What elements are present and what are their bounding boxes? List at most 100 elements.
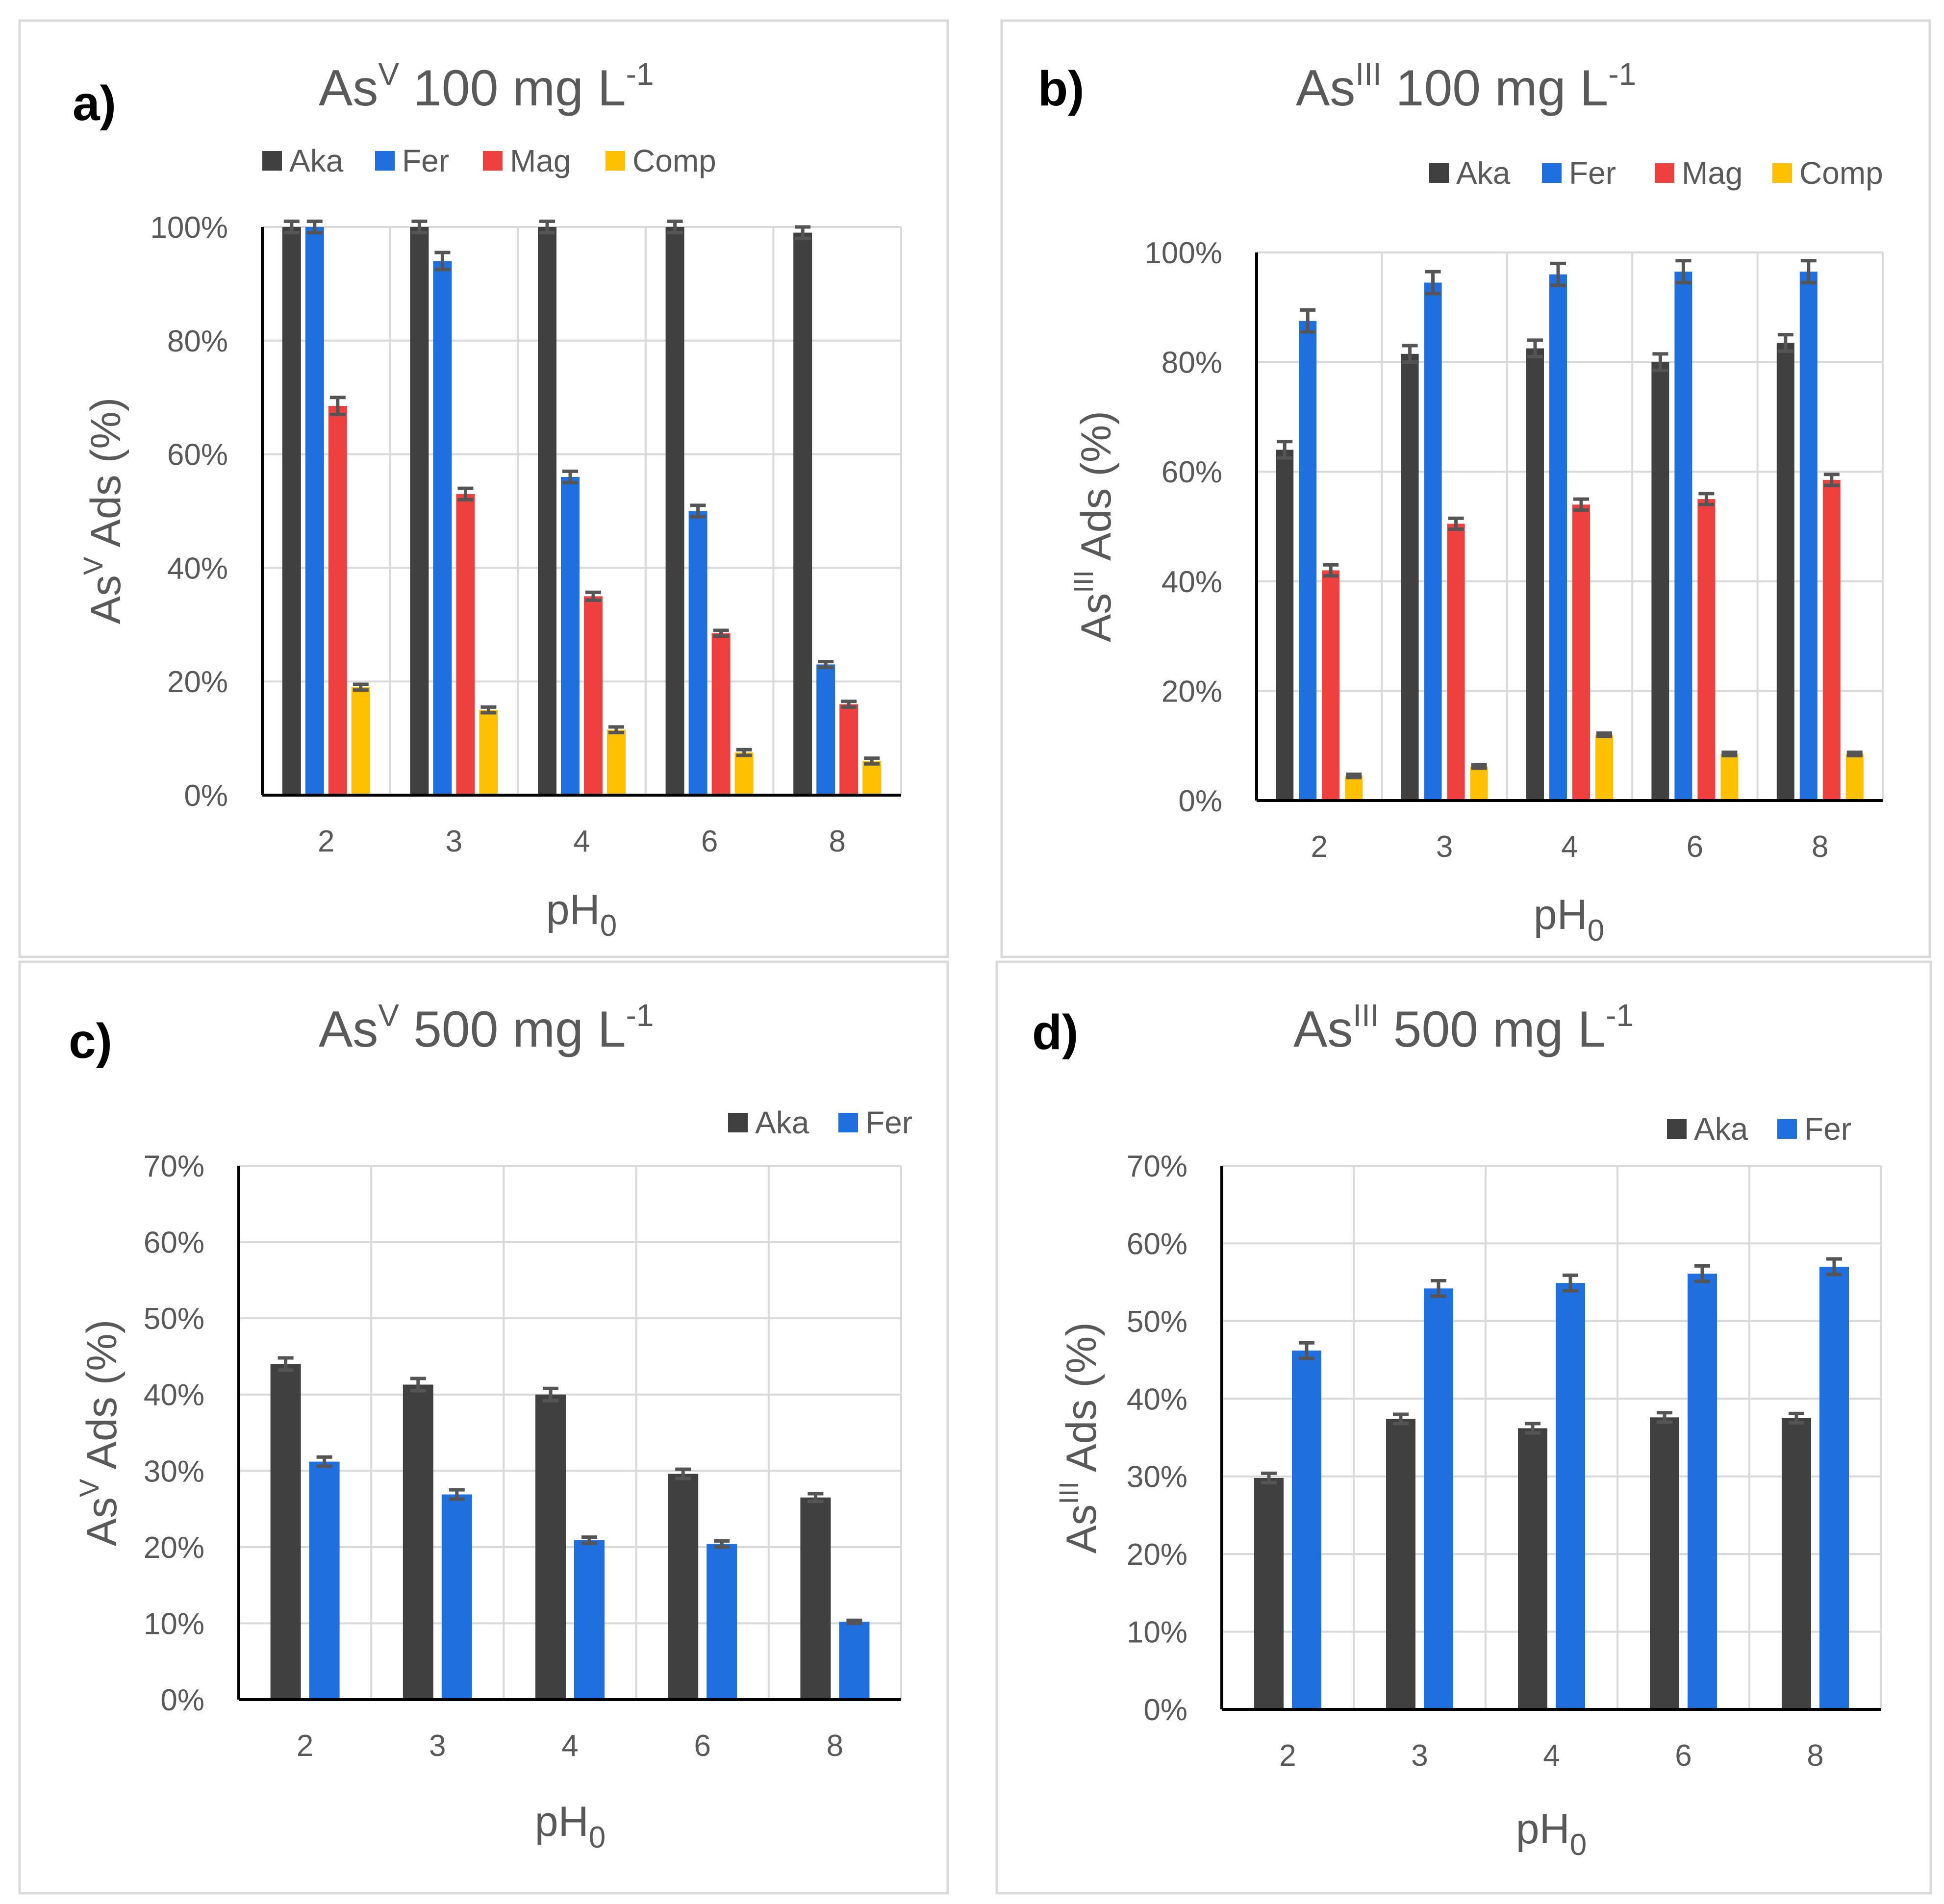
error-bar-fer-2 bbox=[316, 1455, 332, 1468]
bar-fer-8 bbox=[1799, 272, 1818, 801]
panel-d-frame bbox=[995, 960, 1932, 1895]
bar-fer-8 bbox=[1819, 1266, 1849, 1709]
y-tick-label: 100% bbox=[1144, 236, 1222, 270]
legend-label-fer: Fer bbox=[1569, 155, 1616, 191]
error-bar-aka-3 bbox=[1402, 344, 1418, 364]
error-bar-fer-2 bbox=[1299, 1341, 1314, 1360]
error-bar-mag-4 bbox=[1573, 497, 1589, 512]
error-bar-mag-4 bbox=[585, 590, 601, 602]
legend-label-aka: Aka bbox=[755, 1105, 809, 1140]
bar-comp-8 bbox=[1845, 753, 1864, 801]
y-tick-label: 80% bbox=[167, 325, 228, 358]
bar-aka-3 bbox=[403, 1384, 433, 1700]
error-bar-aka-4 bbox=[1527, 338, 1543, 358]
y-tick-label: 30% bbox=[1127, 1460, 1187, 1494]
error-bar-fer-3 bbox=[1425, 270, 1441, 296]
bar-mag-8 bbox=[1822, 479, 1841, 801]
y-tick-label: 40% bbox=[1161, 565, 1222, 599]
x-tick-label: 4 bbox=[561, 1729, 578, 1763]
y-tick-label: 50% bbox=[144, 1302, 204, 1336]
bar-fer-6 bbox=[707, 1544, 737, 1700]
error-bar-aka-2 bbox=[1261, 1471, 1277, 1484]
error-bar-aka-8 bbox=[795, 225, 811, 240]
plot-c: 0% 10% 20% 30% 40% 50% 60% 70% 2 3 4 6 8 AsV 500 mg L… bbox=[74, 998, 912, 1854]
bar-fer-3 bbox=[1424, 282, 1442, 801]
bar-fer-6 bbox=[1674, 272, 1692, 801]
bar-aka-8 bbox=[793, 232, 812, 796]
bar-fer-6 bbox=[1688, 1274, 1717, 1709]
y-tick-label: 20% bbox=[1127, 1538, 1187, 1572]
bar-comp-6 bbox=[734, 752, 754, 795]
error-bar-aka-6 bbox=[1652, 352, 1668, 372]
x-tick-label: 2 bbox=[318, 825, 334, 858]
bar-mag-6 bbox=[1697, 499, 1716, 801]
error-bar-aka-8 bbox=[1789, 1411, 1804, 1425]
error-bar-aka-3 bbox=[410, 1377, 426, 1393]
y-axis-title: AsV Ads (%) bbox=[74, 1320, 126, 1547]
x-tick-label: 3 bbox=[446, 825, 462, 858]
bar-fer-2 bbox=[305, 227, 324, 795]
bar-aka-2 bbox=[1254, 1478, 1284, 1709]
y-tick-label: 20% bbox=[1161, 675, 1222, 708]
error-bar-fer-6 bbox=[690, 503, 706, 519]
error-bar-comp-2 bbox=[353, 682, 369, 692]
x-axis-title: pH0 bbox=[1534, 891, 1604, 948]
legend-swatch-mag bbox=[483, 151, 503, 171]
error-bar-mag-3 bbox=[457, 486, 474, 501]
legend-label-fer: Fer bbox=[1804, 1111, 1851, 1147]
legend-label-aka: Aka bbox=[289, 143, 344, 178]
legend-swatch-aka bbox=[1667, 1119, 1687, 1139]
error-bar-comp-3 bbox=[480, 705, 497, 715]
bar-mag-3 bbox=[456, 494, 475, 795]
panel-c-letter: c) bbox=[69, 1014, 112, 1069]
error-bar-fer-4 bbox=[562, 469, 578, 485]
plot-d: 0% 10% 20% 30% 40% 50% 60% 70% 2 3 4 6 8 AsIII 500 mg… bbox=[1053, 998, 1882, 1862]
legend-label-comp: Comp bbox=[1799, 155, 1883, 191]
bar-fer-3 bbox=[441, 1494, 472, 1700]
bar-comp-2 bbox=[351, 687, 370, 795]
error-bar-fer-6 bbox=[1694, 1264, 1710, 1283]
y-tick-label: 20% bbox=[144, 1531, 204, 1565]
error-bar-mag-8 bbox=[841, 700, 857, 709]
panel-d: d) 0% 10% 20% 30% 40% 50% 60% 70% 2 3 4 6 8 AsIII 500… bbox=[995, 960, 1932, 1895]
x-tick-label: 3 bbox=[1411, 1739, 1428, 1773]
error-bar-aka-4 bbox=[539, 219, 555, 235]
error-bar-fer-8 bbox=[846, 1618, 862, 1625]
y-tick-label: 0% bbox=[1178, 784, 1222, 818]
bar-aka-3 bbox=[1386, 1419, 1415, 1709]
bar-mag-8 bbox=[839, 704, 858, 795]
y-tick-label: 40% bbox=[144, 1378, 204, 1412]
legend-label-mag: Mag bbox=[510, 143, 571, 178]
y-tick-label: 60% bbox=[1127, 1227, 1187, 1261]
error-bar-comp-6 bbox=[1721, 751, 1738, 757]
panel-a-letter: a) bbox=[73, 76, 116, 131]
x-tick-label: 4 bbox=[1543, 1739, 1560, 1773]
bar-comp-2 bbox=[1345, 776, 1363, 801]
error-bar-fer-6 bbox=[714, 1539, 730, 1549]
y-axis-title: AsIII Ads (%) bbox=[1068, 411, 1120, 642]
error-bar-fer-3 bbox=[449, 1488, 465, 1501]
bar-fer-4 bbox=[561, 476, 580, 795]
legend-swatch-comp bbox=[606, 151, 625, 171]
error-bar-fer-6 bbox=[1675, 259, 1692, 284]
bar-aka-4 bbox=[1526, 348, 1544, 801]
bar-mag-4 bbox=[584, 596, 603, 795]
error-bar-mag-3 bbox=[1448, 516, 1464, 531]
y-tick-label: 60% bbox=[167, 438, 228, 472]
chart-title: AsV 500 mg L-1 bbox=[319, 998, 654, 1058]
panel-c: c) 0% 10% 20% 30% 40% 50% 60% 70% 2 3 4 6 8 AsV 500 m… bbox=[18, 960, 949, 1895]
bar-aka-2 bbox=[282, 227, 301, 795]
legend-swatch-comp bbox=[1772, 163, 1792, 183]
error-bar-fer-4 bbox=[1550, 261, 1566, 287]
error-bar-mag-6 bbox=[713, 628, 729, 638]
x-tick-label: 6 bbox=[1675, 1739, 1692, 1773]
bar-aka-4 bbox=[535, 1394, 566, 1700]
error-bar-fer-4 bbox=[581, 1535, 597, 1545]
bar-aka-6 bbox=[1651, 362, 1669, 801]
error-bar-aka-3 bbox=[411, 219, 428, 235]
error-bar-fer-8 bbox=[818, 660, 834, 669]
legend-label-fer: Fer bbox=[865, 1105, 912, 1140]
bar-aka-2 bbox=[270, 1364, 301, 1700]
bar-comp-4 bbox=[1595, 734, 1613, 801]
x-tick-label: 4 bbox=[573, 825, 590, 858]
